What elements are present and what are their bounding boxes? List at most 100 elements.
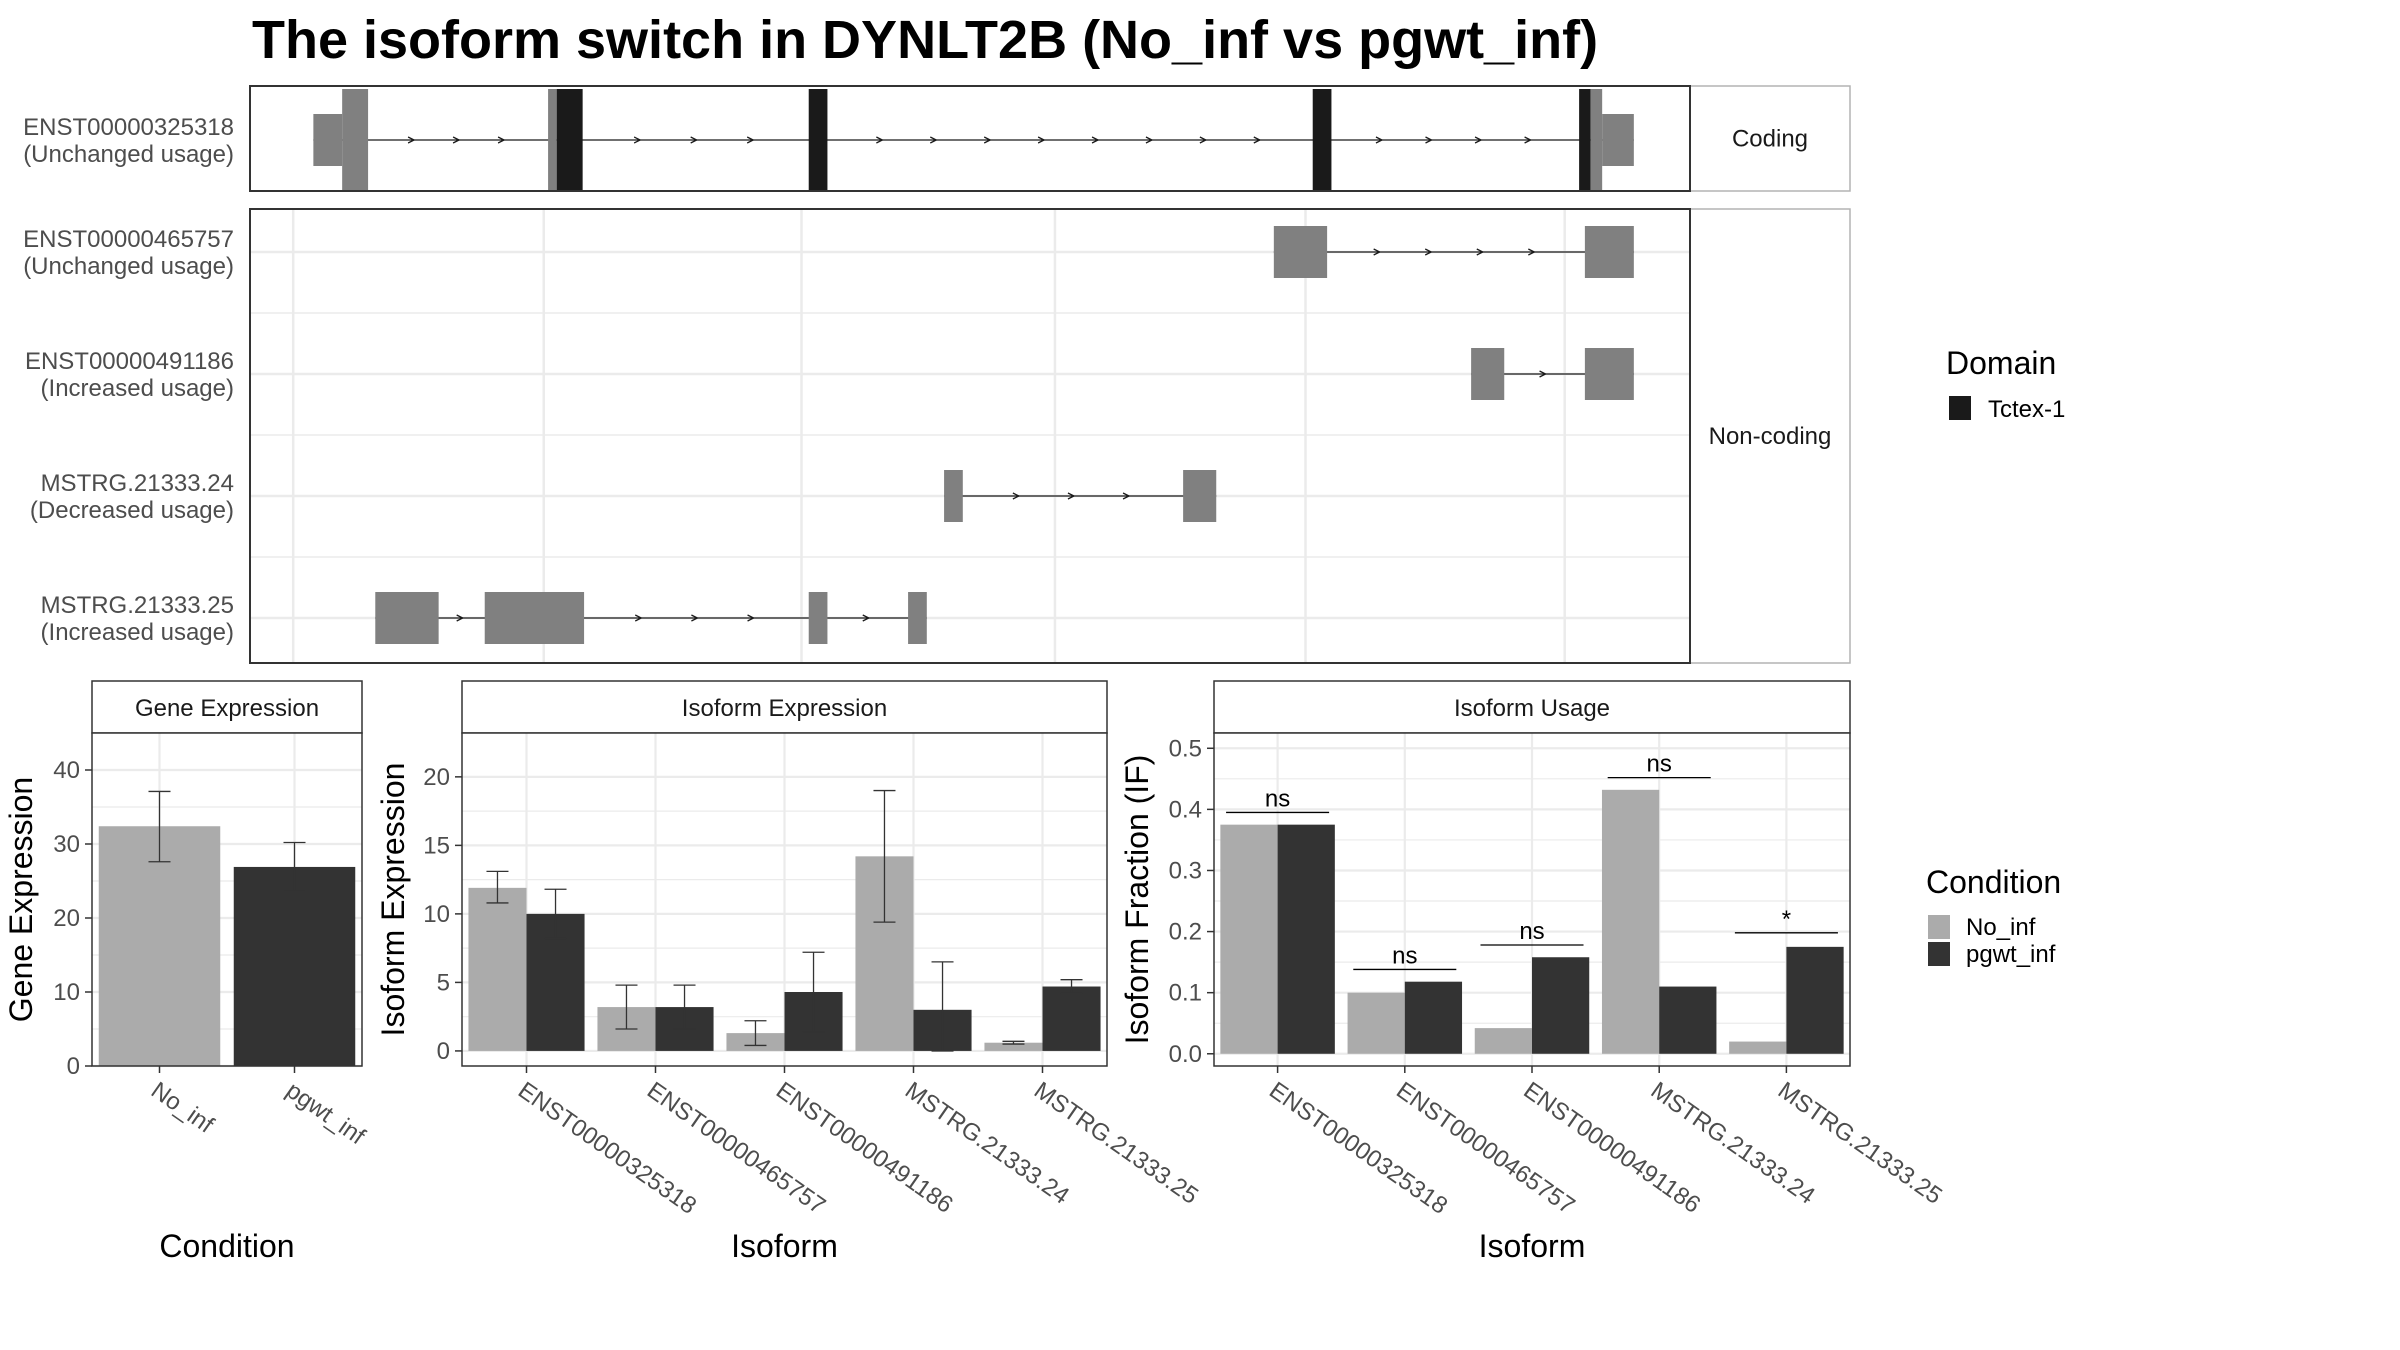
isoform-usage-label: (Unchanged usage) bbox=[23, 141, 234, 168]
exon bbox=[1584, 348, 1634, 400]
y-tick-label: 40 bbox=[53, 757, 80, 784]
condition-legend-label: pgwt_inf bbox=[1966, 941, 2056, 968]
y-tick-label: 0.1 bbox=[1169, 980, 1202, 1007]
bar bbox=[984, 1042, 1043, 1051]
intron-direction-arrow bbox=[746, 136, 755, 144]
chart-panel-border bbox=[91, 732, 363, 1067]
exon bbox=[1602, 114, 1634, 166]
intron-direction-arrow bbox=[1012, 492, 1021, 500]
domain-exon bbox=[556, 89, 583, 191]
domain-exon bbox=[1579, 89, 1591, 191]
condition-legend-label: No_inf bbox=[1966, 914, 2036, 941]
bar bbox=[98, 826, 221, 1066]
intron-direction-arrow bbox=[1199, 136, 1208, 144]
y-tick-label: 20 bbox=[53, 905, 80, 932]
chart-strip bbox=[1213, 680, 1851, 734]
gene-expression-chart: Gene Expression 0 10 20 30 40 No_inf pgwt_inf Co… bbox=[3, 680, 370, 1264]
condition-legend-key bbox=[1928, 942, 1950, 966]
y-tick-label: 0 bbox=[437, 1038, 450, 1065]
y-tick-label: 0.2 bbox=[1169, 919, 1202, 946]
figure-title: The isoform switch in DYNLT2B (No_inf vs… bbox=[252, 10, 1598, 70]
bar bbox=[1042, 986, 1101, 1051]
intron-direction-arrow bbox=[876, 136, 884, 144]
y-tick-label: 0.4 bbox=[1169, 796, 1202, 823]
facet-strip-label: Coding bbox=[1732, 126, 1808, 153]
domain-exon bbox=[1312, 89, 1332, 191]
intron-direction-arrow bbox=[407, 136, 416, 144]
exon bbox=[313, 114, 343, 166]
isoform-label: ENST00000465757 bbox=[23, 226, 234, 253]
intron-direction-arrow bbox=[747, 614, 756, 622]
gene-structure-panel: Coding Non-coding ENST00000325318(Unchange… bbox=[23, 85, 1851, 664]
bar bbox=[233, 866, 356, 1066]
domain-legend-key bbox=[1949, 396, 1971, 420]
significance-label: ns bbox=[1392, 942, 1417, 969]
x-tick-label: No_inf bbox=[146, 1077, 219, 1139]
isoform-usage-label: (Increased usage) bbox=[41, 619, 234, 646]
x-axis-title: Condition bbox=[159, 1228, 294, 1264]
y-tick-label: 15 bbox=[423, 832, 450, 859]
intron-direction-arrow bbox=[929, 136, 938, 144]
significance-label: ns bbox=[1519, 918, 1544, 945]
y-axis-title: Isoform Expression bbox=[375, 763, 411, 1037]
isoform-usage-label: (Increased usage) bbox=[41, 375, 234, 402]
significance-label: ns bbox=[1265, 785, 1290, 812]
y-tick-label: 30 bbox=[53, 831, 80, 858]
exon bbox=[908, 592, 927, 644]
intron-direction-arrow bbox=[456, 614, 465, 622]
significance-label: ns bbox=[1647, 751, 1672, 778]
chart-strip-label: Isoform Expression bbox=[682, 695, 887, 722]
facet-strip-label: Non-coding bbox=[1709, 423, 1832, 450]
isoform-label: MSTRG.21333.25 bbox=[41, 592, 234, 619]
intron-direction-arrow bbox=[1122, 492, 1131, 500]
exon bbox=[484, 592, 585, 644]
bar bbox=[1220, 824, 1278, 1054]
isoform-usage-label: (Decreased usage) bbox=[30, 497, 234, 524]
y-tick-label: 0.3 bbox=[1169, 857, 1202, 884]
intron-direction-arrow bbox=[1476, 248, 1485, 256]
intron-direction-arrow bbox=[1373, 248, 1382, 256]
bar bbox=[1729, 1041, 1787, 1054]
x-tick-label: pgwt_inf bbox=[281, 1077, 370, 1151]
chart-strip bbox=[91, 680, 363, 734]
intron-direction-arrow bbox=[452, 136, 461, 144]
bar bbox=[1474, 1028, 1532, 1054]
isoform-label: ENST00000491186 bbox=[25, 348, 234, 375]
condition-legend-key bbox=[1928, 915, 1950, 939]
y-tick-label: 5 bbox=[437, 969, 450, 996]
x-axis-title: Isoform bbox=[1479, 1228, 1586, 1264]
structure-panel-bg bbox=[250, 209, 1690, 663]
domain-exon bbox=[808, 89, 828, 191]
exon bbox=[1590, 89, 1603, 191]
x-axis-title: Isoform bbox=[731, 1228, 838, 1264]
intron-direction-arrow bbox=[1067, 492, 1076, 500]
exon bbox=[375, 592, 439, 644]
exon bbox=[548, 89, 557, 191]
intron-direction-arrow bbox=[633, 136, 642, 144]
intron-direction-arrow bbox=[1539, 370, 1548, 378]
significance-label: * bbox=[1782, 906, 1791, 933]
y-tick-label: 20 bbox=[423, 764, 450, 791]
domain-legend-label: Tctex-1 bbox=[1988, 396, 2065, 423]
exon bbox=[1471, 348, 1505, 400]
intron-direction-arrow bbox=[497, 136, 506, 144]
bar bbox=[468, 887, 527, 1051]
structure-panel-bg bbox=[250, 86, 1690, 191]
exon bbox=[944, 470, 963, 522]
bar bbox=[1532, 957, 1590, 1054]
intron-direction-arrow bbox=[691, 614, 699, 622]
y-tick-label: 0.5 bbox=[1169, 735, 1202, 762]
intron-direction-arrow bbox=[1145, 136, 1154, 144]
y-tick-label: 10 bbox=[423, 901, 450, 928]
bar bbox=[1347, 992, 1405, 1054]
intron-direction-arrow bbox=[1474, 136, 1483, 144]
chart-strip-label: Isoform Usage bbox=[1454, 695, 1610, 722]
isoform-label: ENST00000325318 bbox=[23, 114, 234, 141]
intron-direction-arrow bbox=[1425, 136, 1433, 144]
intron-direction-arrow bbox=[862, 614, 871, 622]
structure-panel-border bbox=[249, 85, 1691, 192]
intron-direction-arrow bbox=[1424, 248, 1433, 256]
bar bbox=[1601, 789, 1660, 1054]
exon bbox=[342, 89, 369, 191]
